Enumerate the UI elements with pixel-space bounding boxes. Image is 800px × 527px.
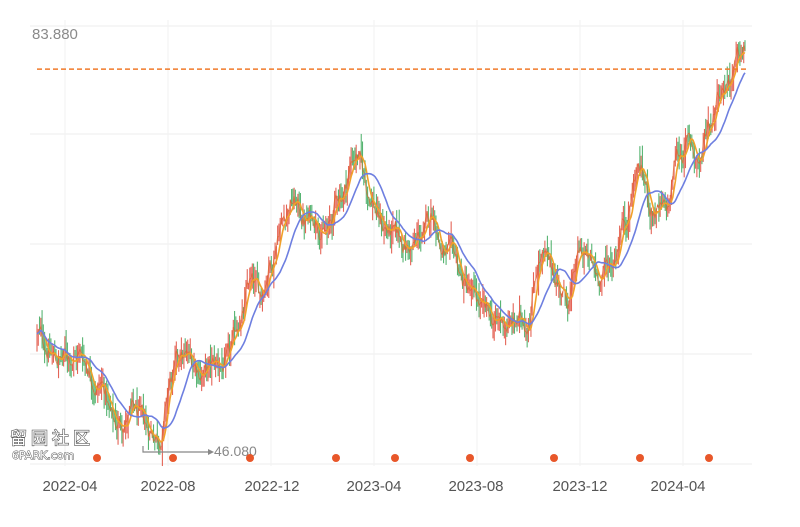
grid	[30, 20, 752, 466]
event-marker	[169, 454, 177, 462]
ma-short-line	[36, 51, 746, 443]
x-tick-label: 2022-12	[244, 478, 299, 495]
x-tick-label: 2023-08	[448, 478, 503, 495]
x-tick-label: 2022-04	[42, 478, 97, 495]
x-tick-label: 2023-04	[346, 478, 401, 495]
min-marker-arrow	[208, 449, 214, 455]
x-tick-label: 2022-08	[140, 478, 195, 495]
watermark-line1: 留园社区	[10, 429, 94, 449]
watermark-line2: 6PARK.com	[12, 449, 74, 462]
watermark: 留园社区 6PARK.com	[9, 428, 94, 462]
price-line	[36, 45, 746, 451]
event-marker	[332, 454, 340, 462]
event-marker	[636, 454, 644, 462]
x-axis: 2022-04 2022-08 2022-12 2023-04 2023-08 2023-…	[42, 478, 705, 495]
event-markers	[93, 454, 713, 462]
x-tick-label: 2024-04	[650, 478, 705, 495]
x-tick-label: 2023-12	[552, 478, 607, 495]
event-marker	[550, 454, 558, 462]
event-marker	[93, 454, 101, 462]
y-axis-max-label: 83.880	[32, 26, 78, 43]
min-value-label: 46.080	[214, 443, 257, 459]
event-marker	[705, 454, 713, 462]
series-layer	[36, 40, 746, 467]
event-marker	[391, 454, 399, 462]
event-marker	[466, 454, 474, 462]
annotation-layer: 83.880 46.080	[32, 26, 257, 459]
event-marker	[246, 454, 254, 462]
min-marker-line	[142, 446, 208, 453]
ma-long-line	[36, 72, 746, 430]
